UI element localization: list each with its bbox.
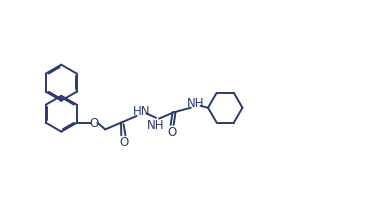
Text: HN: HN	[133, 104, 151, 117]
Text: O: O	[168, 125, 177, 138]
Text: NH: NH	[147, 118, 165, 131]
Text: O: O	[90, 117, 99, 130]
Text: NH: NH	[187, 97, 205, 110]
Text: O: O	[119, 136, 128, 149]
